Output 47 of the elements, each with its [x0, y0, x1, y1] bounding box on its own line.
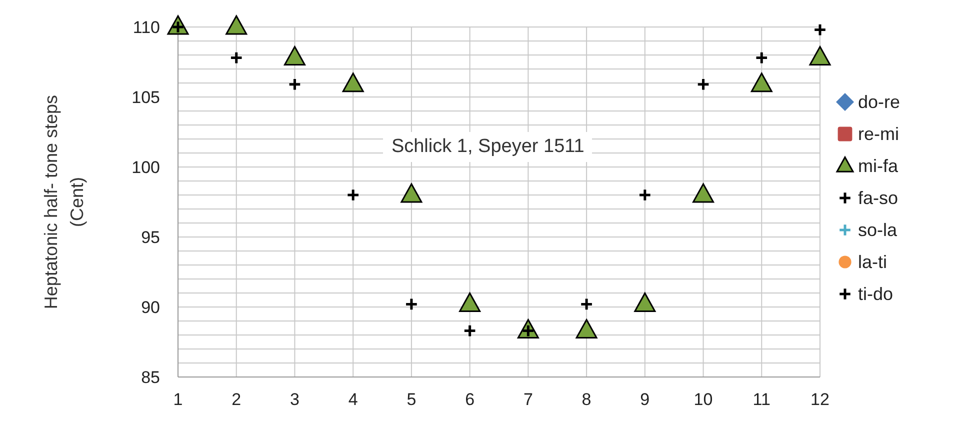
legend-label: mi-fa [858, 156, 898, 176]
point [463, 324, 476, 338]
point [692, 183, 714, 203]
legend-label: re-mi [858, 124, 899, 144]
point [696, 78, 710, 92]
point [809, 46, 831, 66]
x-tick-label: 4 [348, 390, 358, 410]
y-tick-label: 90 [141, 298, 160, 318]
point [580, 298, 594, 311]
point [638, 188, 652, 202]
y-tick-label: 110 [132, 18, 160, 38]
y-tick-label: 105 [132, 88, 160, 108]
point [288, 78, 302, 92]
point [576, 319, 598, 339]
point [342, 72, 364, 92]
x-tick-label: 6 [465, 390, 475, 410]
point [813, 23, 827, 36]
x-tick-label: 9 [640, 390, 650, 410]
point [754, 51, 768, 64]
x-tick-label: 1 [173, 390, 183, 410]
x-tick-label: 11 [752, 390, 770, 410]
y-axis-title: Heptatonic half- tone steps (Cent) [40, 94, 88, 312]
legend-label: do-re [858, 92, 900, 112]
legend-label: la-ti [858, 252, 888, 272]
x-tick-label: 12 [810, 390, 830, 410]
legend-label: fa-so [858, 188, 898, 208]
x-tick-label: 10 [694, 390, 713, 410]
y-tick-label: 85 [141, 368, 160, 388]
y-tick-label: 95 [141, 228, 160, 248]
point [634, 292, 656, 312]
x-tick-label: 2 [232, 390, 242, 410]
legend-label: ti-do [858, 284, 894, 304]
point [459, 292, 481, 312]
x-tick-label: 5 [406, 390, 416, 410]
annotation: Schlick 1, Speyer 1511 [383, 132, 592, 162]
point [230, 51, 244, 64]
point [226, 15, 248, 35]
point [346, 188, 360, 202]
point [400, 183, 422, 203]
point [404, 298, 418, 311]
point [750, 72, 772, 92]
point [284, 46, 306, 66]
x-tick-label: 8 [582, 390, 592, 410]
x-tick-label: 3 [290, 390, 300, 410]
legend-label: so-la [858, 220, 898, 240]
x-tick-label: 7 [523, 390, 533, 410]
y-tick-label: 100 [132, 158, 160, 178]
